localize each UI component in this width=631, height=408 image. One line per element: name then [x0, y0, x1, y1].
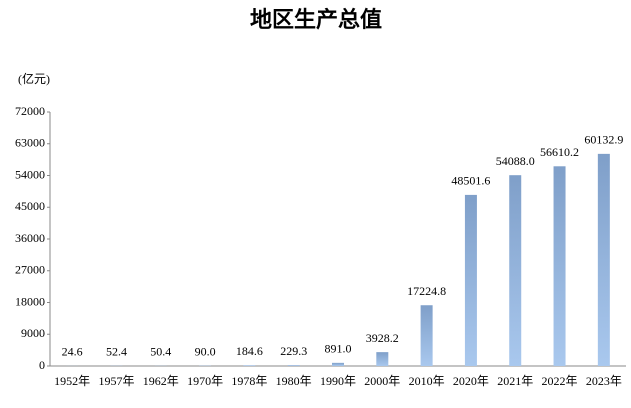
x-tick-label: 1952年 [54, 374, 90, 388]
bar [509, 175, 521, 366]
bar [421, 305, 433, 366]
x-tick-label: 2000年 [364, 374, 400, 388]
data-label: 17224.8 [407, 284, 446, 298]
data-label: 229.3 [280, 344, 307, 358]
data-label: 60132.9 [584, 133, 623, 147]
y-tick-label: 45000 [15, 199, 45, 213]
y-tick-label: 9000 [21, 326, 45, 340]
data-label: 48501.6 [451, 174, 490, 188]
y-tick-label: 0 [39, 358, 45, 372]
y-tick-label: 36000 [15, 231, 45, 245]
y-tick-label: 72000 [15, 104, 45, 118]
y-tick-label: 27000 [15, 263, 45, 277]
chart-title: 地区生产总值 [250, 7, 382, 32]
x-tick-label: 1990年 [320, 374, 356, 388]
data-label: 50.4 [150, 345, 171, 359]
x-tick-label: 2021年 [497, 374, 533, 388]
x-tick-label: 2022年 [542, 374, 578, 388]
bar [465, 195, 477, 366]
x-tick-label: 2010年 [409, 374, 445, 388]
y-tick-label: 18000 [15, 294, 45, 308]
data-label: 891.0 [325, 342, 352, 356]
y-axis-label: (亿元) [18, 71, 50, 86]
x-tick-label: 1957年 [98, 374, 134, 388]
data-label: 184.6 [236, 344, 263, 358]
y-tick-label: 63000 [15, 136, 45, 150]
data-label: 56610.2 [540, 145, 579, 159]
x-tick-label: 1978年 [231, 374, 267, 388]
bar [288, 365, 300, 366]
x-tick-label: 2020年 [453, 374, 489, 388]
bar [554, 166, 566, 366]
data-label: 54088.0 [496, 154, 535, 168]
x-tick-label: 1970年 [187, 374, 223, 388]
x-tick-label: 2023年 [586, 374, 622, 388]
y-tick-label: 54000 [15, 167, 45, 181]
x-tick-label: 1980年 [276, 374, 312, 388]
bar [376, 352, 388, 366]
bar [243, 365, 255, 366]
data-label: 24.6 [62, 345, 83, 359]
data-label: 90.0 [195, 344, 216, 358]
data-label: 3928.2 [366, 331, 399, 345]
bar [598, 154, 610, 366]
bar [332, 363, 344, 366]
x-tick-label: 1962年 [143, 374, 179, 388]
data-label: 52.4 [106, 345, 127, 359]
